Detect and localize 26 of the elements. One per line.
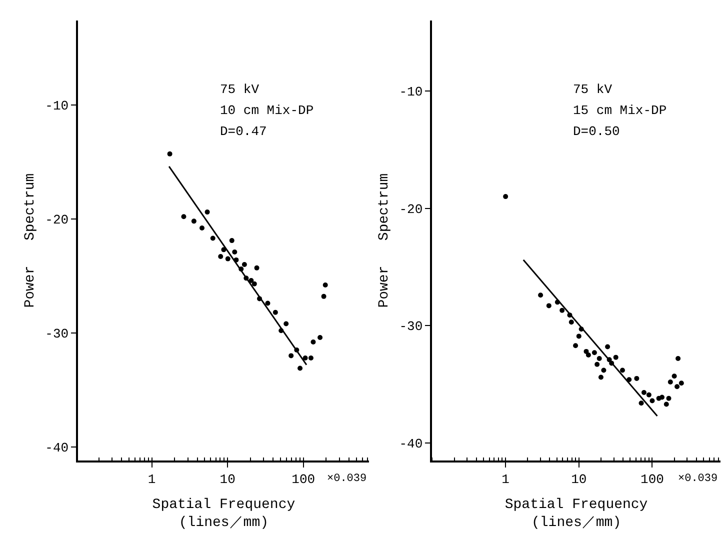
y-tick-label: -20 [399, 202, 423, 217]
x-tick-label: 10 [220, 472, 236, 488]
y-tick-label: -30 [399, 319, 423, 334]
annotation: D=0.50 [573, 124, 620, 139]
annotation: 75 kV [573, 82, 612, 97]
x-tick-label: 100 [640, 472, 664, 488]
y-tick-label: -30 [45, 326, 69, 342]
y-axis-title: Power Spectrum [22, 173, 38, 308]
x-tick-label: 1 [502, 472, 510, 488]
x-axis-title: Spatial Frequency (lines／mm) [504, 496, 648, 532]
annotation: 15 cm Mix-DP [573, 103, 667, 118]
x-axis-title: Spatial Frequency (lines／mm) [152, 496, 296, 532]
y-tick-label: -10 [399, 84, 423, 100]
y-axis-title: Power Spectrum [376, 173, 392, 308]
x-tick-label: 10 [571, 472, 587, 488]
x-tick-label: 1 [148, 472, 156, 488]
y-tick-label: -20 [45, 212, 69, 228]
x-tick-label: 100 [292, 472, 316, 488]
text: ×0.039 [327, 473, 367, 485]
y-tick-label: -40 [45, 440, 69, 456]
annotation: 75 kV [220, 82, 260, 97]
text: ×0.039 [678, 473, 718, 485]
y-tick-label: -40 [399, 436, 423, 452]
annotation: 10 cm Mix-DP [220, 103, 314, 118]
annotation: D=0.47 [220, 124, 267, 139]
y-tick-label: -10 [45, 98, 69, 114]
